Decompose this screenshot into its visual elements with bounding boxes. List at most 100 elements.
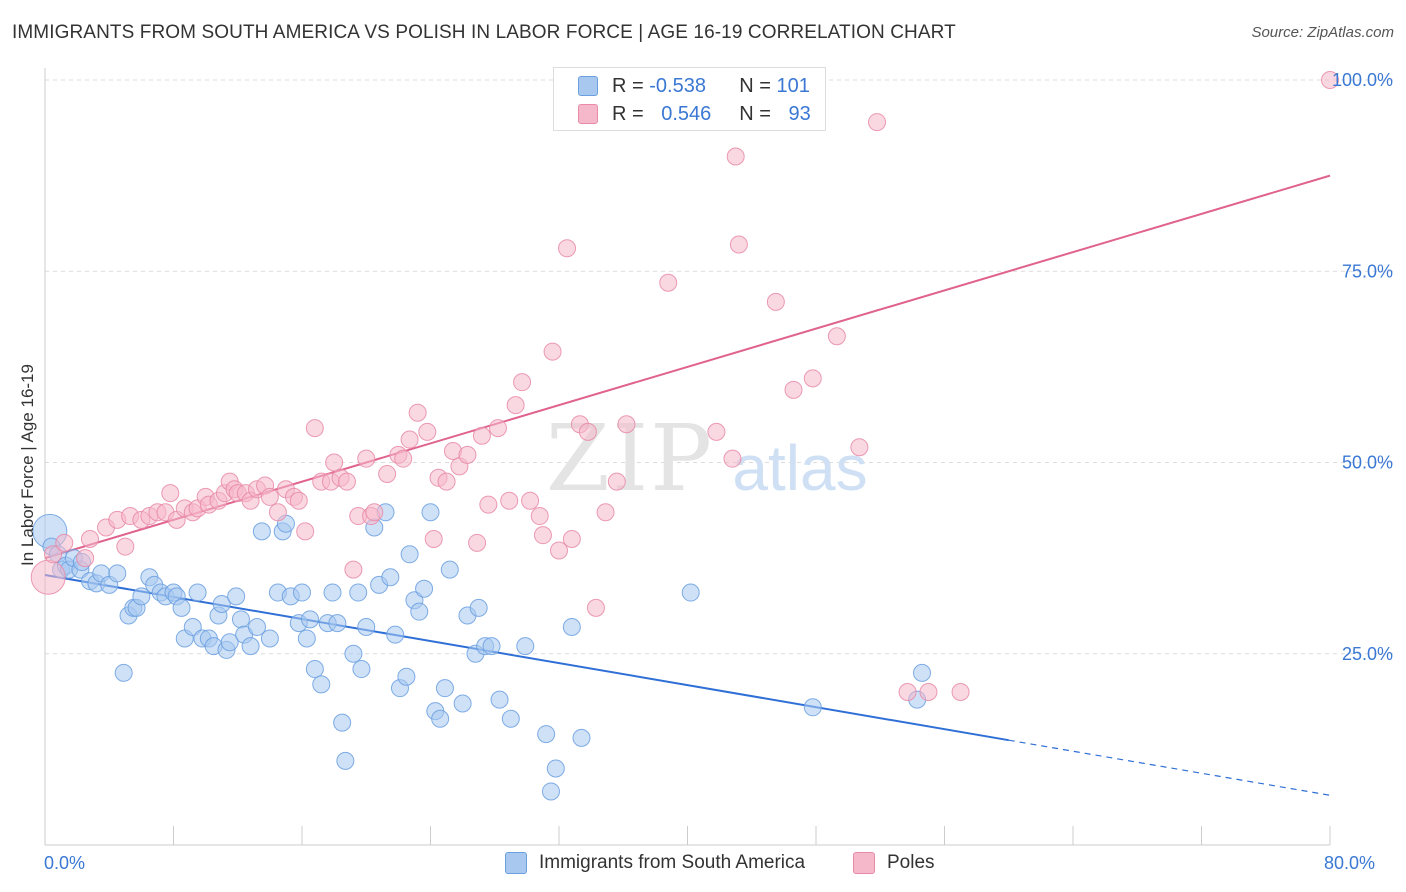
data-point <box>297 629 316 648</box>
correlation-legend: R = -0.538 N = 101 R = 0.546 N = 93 <box>553 67 826 131</box>
data-point <box>766 292 785 311</box>
legend-n-label: N = <box>739 102 777 125</box>
data-point <box>305 660 324 679</box>
data-point <box>328 614 347 633</box>
data-point <box>596 503 615 522</box>
data-point <box>543 342 562 361</box>
y-tick-label: 25.0% <box>1342 644 1393 664</box>
y-axis-label: In Labor Force | Age 16-19 <box>18 364 37 566</box>
legend-row-south-america: R = -0.538 N = 101 <box>578 72 810 100</box>
data-point <box>333 713 352 732</box>
data-point <box>681 583 700 602</box>
data-point <box>550 541 568 560</box>
data-point <box>132 587 151 606</box>
data-point <box>408 403 427 422</box>
data-points <box>30 71 1339 801</box>
data-point <box>458 445 477 464</box>
data-point <box>172 598 191 617</box>
data-point <box>482 637 501 656</box>
data-point <box>500 491 519 510</box>
data-point <box>431 709 450 728</box>
data-point <box>850 438 869 457</box>
data-point <box>562 530 581 548</box>
data-point <box>537 725 556 744</box>
source-label: Source: ZipAtlas.com <box>1251 24 1394 41</box>
data-point <box>468 533 487 552</box>
watermark-atlas: atlas <box>732 432 867 504</box>
x-tick-label-max: 80.0% <box>1324 853 1376 873</box>
data-point <box>723 449 742 468</box>
data-point <box>472 426 491 445</box>
data-point <box>114 663 133 682</box>
data-point <box>516 637 535 656</box>
data-point <box>541 782 560 801</box>
data-point <box>241 637 260 656</box>
data-point <box>803 369 822 388</box>
data-point <box>212 595 231 614</box>
data-point <box>248 617 267 636</box>
legend-n-label: N = <box>739 74 777 97</box>
data-point <box>344 644 363 663</box>
data-point <box>220 633 239 652</box>
data-point <box>183 617 202 636</box>
data-point <box>394 449 413 468</box>
data-point <box>352 660 371 679</box>
data-point <box>357 617 376 636</box>
y-tick-label: 100.0% <box>1332 70 1393 90</box>
legend-r-value: -0.538 <box>649 74 706 97</box>
data-point <box>323 583 342 602</box>
data-point <box>296 522 315 541</box>
watermark: ZIP atlas <box>546 405 868 512</box>
data-point <box>337 472 356 491</box>
chart-title: IMMIGRANTS FROM SOUTH AMERICA VS POLISH … <box>12 22 956 43</box>
data-point <box>521 491 540 510</box>
legend-swatch-blue <box>578 76 598 96</box>
data-point <box>365 503 384 522</box>
series-legend-label: Poles <box>887 852 935 873</box>
data-point <box>607 472 626 491</box>
data-point <box>558 239 577 258</box>
series-swatch-blue <box>505 852 527 874</box>
axes <box>44 68 1331 846</box>
data-point <box>421 503 440 522</box>
data-point <box>116 537 135 556</box>
data-point <box>707 422 726 441</box>
legend-r-label: R = <box>612 74 650 97</box>
data-point <box>76 549 95 568</box>
data-point <box>919 683 938 701</box>
data-point <box>490 690 509 709</box>
legend-r-label: R = <box>612 102 650 125</box>
data-point <box>188 583 207 602</box>
data-point <box>513 373 532 392</box>
data-point <box>479 495 498 514</box>
series-swatch-pink <box>853 852 875 874</box>
legend-row-poles: R = 0.546 N = 93 <box>578 100 811 128</box>
data-point <box>252 522 271 541</box>
data-point <box>586 598 605 617</box>
series-legend-item-south-america[interactable]: Immigrants from South America <box>505 852 805 874</box>
data-point <box>827 327 846 346</box>
data-point <box>293 583 311 602</box>
data-point <box>729 235 748 254</box>
data-point <box>435 679 454 698</box>
legend-r-value: 0.546 <box>661 102 712 125</box>
y-tick-labels: 25.0% 50.0% 75.0% 100.0% <box>1332 70 1393 664</box>
data-point <box>951 683 970 701</box>
data-point <box>562 617 581 636</box>
x-tick-label-min: 0.0% <box>44 853 86 873</box>
data-point <box>400 430 419 449</box>
data-point <box>44 545 63 564</box>
data-point <box>530 507 549 526</box>
series-legend-item-poles[interactable]: Poles <box>853 852 935 874</box>
data-point <box>312 675 331 694</box>
series-legend: Immigrants from South America Poles <box>0 852 1406 878</box>
data-point <box>325 453 344 472</box>
grid-lines <box>45 79 1395 655</box>
data-point <box>424 530 443 548</box>
y-tick-label: 50.0% <box>1342 453 1393 473</box>
data-point <box>572 728 591 747</box>
data-point <box>437 472 456 491</box>
legend-n-value: 101 <box>776 74 810 97</box>
data-point <box>289 491 308 510</box>
